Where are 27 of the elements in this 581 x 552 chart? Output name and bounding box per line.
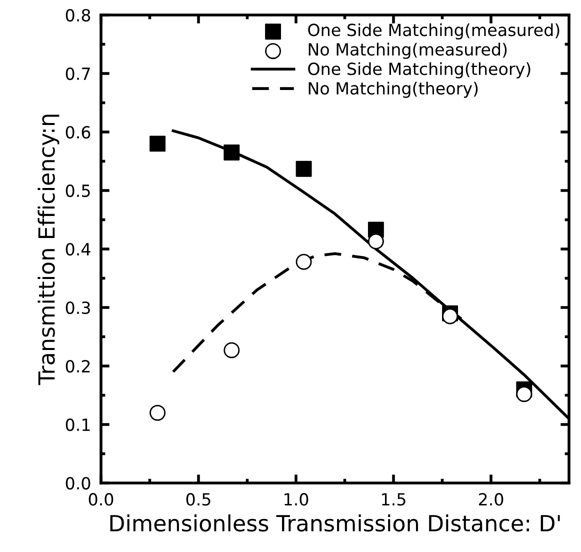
- x-tick-label: 0.5: [186, 493, 210, 506]
- y-tick-label: 0.1: [66, 418, 90, 432]
- point: [296, 254, 312, 270]
- legend-label: No Matching(theory): [308, 82, 478, 98]
- x-axis-title: Dimensionless Transmission Distance: D': [110, 514, 560, 532]
- y-tick-label: 0.8: [66, 8, 90, 22]
- point: [296, 160, 312, 177]
- legend-label: One Side Matching(measured): [308, 23, 560, 40]
- x-tick-label: 1.0: [284, 493, 308, 506]
- point: [224, 144, 240, 160]
- y-tick-label: 0.4: [66, 242, 90, 256]
- y-tick-label: 0.2: [66, 360, 90, 373]
- y-tick-label: 0.6: [66, 126, 90, 139]
- point: [516, 386, 532, 402]
- y-tick-label: 0.5: [66, 184, 90, 198]
- x-tick-label: 2.0: [478, 493, 504, 506]
- legend-label: One Side Matching(theory): [308, 62, 530, 78]
- y-axis-title: Transmittion Efficiency:η: [38, 114, 60, 386]
- x-tick-label: 0.0: [88, 493, 114, 506]
- y-tick-label: 0.7: [66, 67, 90, 80]
- legend-label: No Matching(measured): [308, 42, 507, 59]
- x-tick-label: 1.5: [382, 493, 406, 506]
- point: [150, 136, 166, 152]
- point: [368, 233, 384, 250]
- point: [442, 308, 458, 324]
- y-tick-label: 0.3: [66, 301, 90, 314]
- y-tick-label: 0.0: [66, 476, 90, 490]
